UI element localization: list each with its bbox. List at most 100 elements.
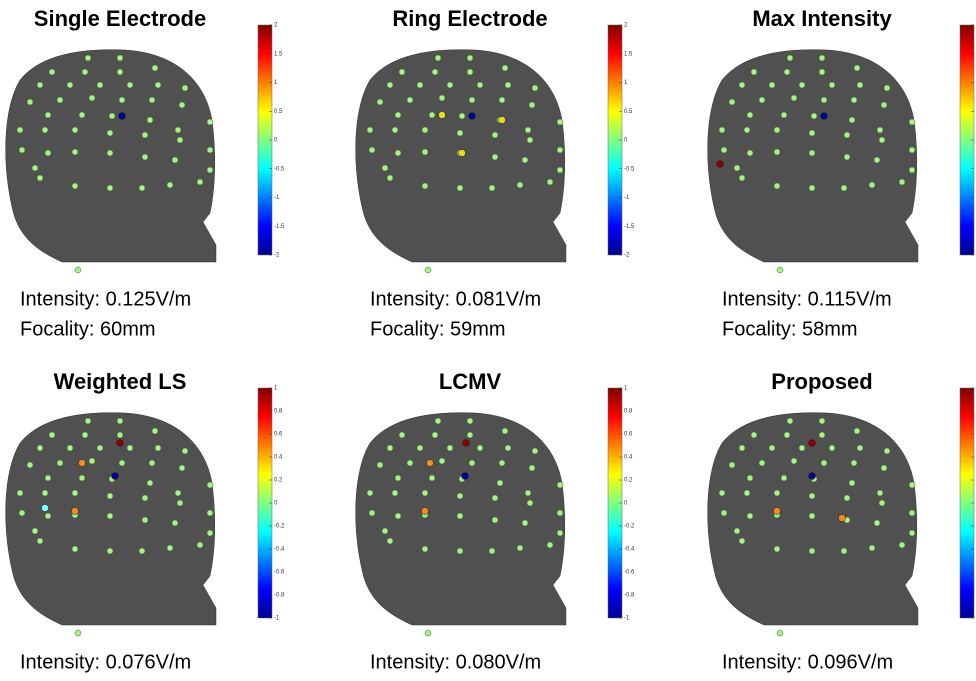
electrode [369, 510, 375, 516]
colorbar-tick-label: -0.4 [274, 547, 285, 553]
electrode [395, 475, 401, 481]
electrode [809, 548, 815, 554]
electrode [747, 513, 753, 519]
electrode [107, 493, 113, 499]
colorbar-tick-label: -0.4 [624, 547, 635, 553]
electrode [387, 445, 393, 451]
electrode [207, 510, 213, 516]
electrode [869, 545, 875, 551]
electrode-active [469, 113, 476, 120]
electrode [909, 510, 915, 516]
electrode [457, 548, 463, 554]
electrode [207, 147, 213, 153]
electrode [744, 127, 750, 133]
electrode [142, 495, 148, 501]
electrode [429, 475, 435, 481]
electrode-active [463, 440, 470, 447]
electrode [72, 183, 78, 189]
panel: Max Intensity21.510.50-0.5-1-1.5-2Intens… [708, 6, 976, 340]
electrode [489, 185, 495, 191]
electrode [769, 82, 775, 88]
electrode [869, 182, 875, 188]
electrode [392, 490, 398, 496]
electrode [109, 113, 115, 119]
electrode [879, 500, 885, 506]
electrode [432, 432, 438, 438]
electrode [27, 99, 33, 105]
electrode [729, 99, 735, 105]
electrode [909, 167, 915, 173]
electrode [774, 546, 780, 552]
electrode [492, 154, 498, 160]
intensity-label: Intensity: 0.125V/m [20, 288, 191, 310]
focality-label: Focality: 60mm [20, 318, 156, 340]
electrode [781, 475, 787, 481]
electrode [489, 548, 495, 554]
electrode [117, 55, 123, 61]
electrode [557, 530, 563, 536]
electrode [117, 418, 123, 424]
panel-title: Ring Electrode [392, 6, 547, 31]
electrode [139, 548, 145, 554]
electrode [809, 185, 815, 191]
electrode [499, 97, 505, 103]
electrode [395, 513, 401, 519]
panel-title: Proposed [771, 369, 872, 394]
electrode [72, 490, 78, 496]
electrode [909, 530, 915, 536]
electrode-active [774, 508, 781, 515]
electrode-active [42, 505, 49, 512]
electrode [467, 418, 473, 424]
electrode [492, 517, 498, 523]
electrode [879, 137, 885, 143]
electrode [734, 528, 740, 534]
colorbar-tick-label: -0.8 [624, 593, 635, 599]
electrode [155, 82, 161, 88]
electrode [407, 460, 413, 466]
colorbar-tick-label: 0 [274, 501, 278, 507]
electrode [97, 82, 103, 88]
electrode [841, 548, 847, 554]
colorbar-tick-label: 0.6 [624, 432, 633, 438]
colorbar-tick-label: 0 [274, 138, 278, 144]
electrode [844, 495, 850, 501]
electrode [27, 462, 33, 468]
electrode [525, 490, 531, 496]
panel-title: Max Intensity [752, 6, 892, 31]
electrode [532, 448, 538, 454]
electrode [75, 630, 81, 636]
electrode [719, 490, 725, 496]
electrode [467, 432, 473, 438]
electrode [435, 418, 441, 424]
electrode [392, 127, 398, 133]
electrode [175, 490, 181, 496]
electrode [142, 132, 148, 138]
electrode [784, 69, 790, 75]
electrode [502, 65, 508, 71]
electrode-active [72, 508, 79, 515]
electrode [522, 157, 528, 163]
colorbar-tick-label: -1.5 [274, 224, 285, 230]
electrode [774, 490, 780, 496]
electrode [747, 150, 753, 156]
electrode [382, 528, 388, 534]
panel-title: Single Electrode [34, 6, 206, 31]
electrode [457, 513, 463, 519]
electrode [37, 175, 43, 181]
electrode [457, 185, 463, 191]
electrode [387, 538, 393, 544]
electrode [527, 137, 533, 143]
electrode [781, 112, 787, 118]
electrode [79, 112, 85, 118]
electrode [557, 482, 563, 488]
colorbar-tick-label: 1 [274, 386, 278, 392]
electrode [899, 542, 905, 548]
electrode [67, 445, 73, 451]
electrode [819, 69, 825, 75]
electrode-active [809, 473, 816, 480]
electrode [844, 154, 850, 160]
electrode [85, 418, 91, 424]
